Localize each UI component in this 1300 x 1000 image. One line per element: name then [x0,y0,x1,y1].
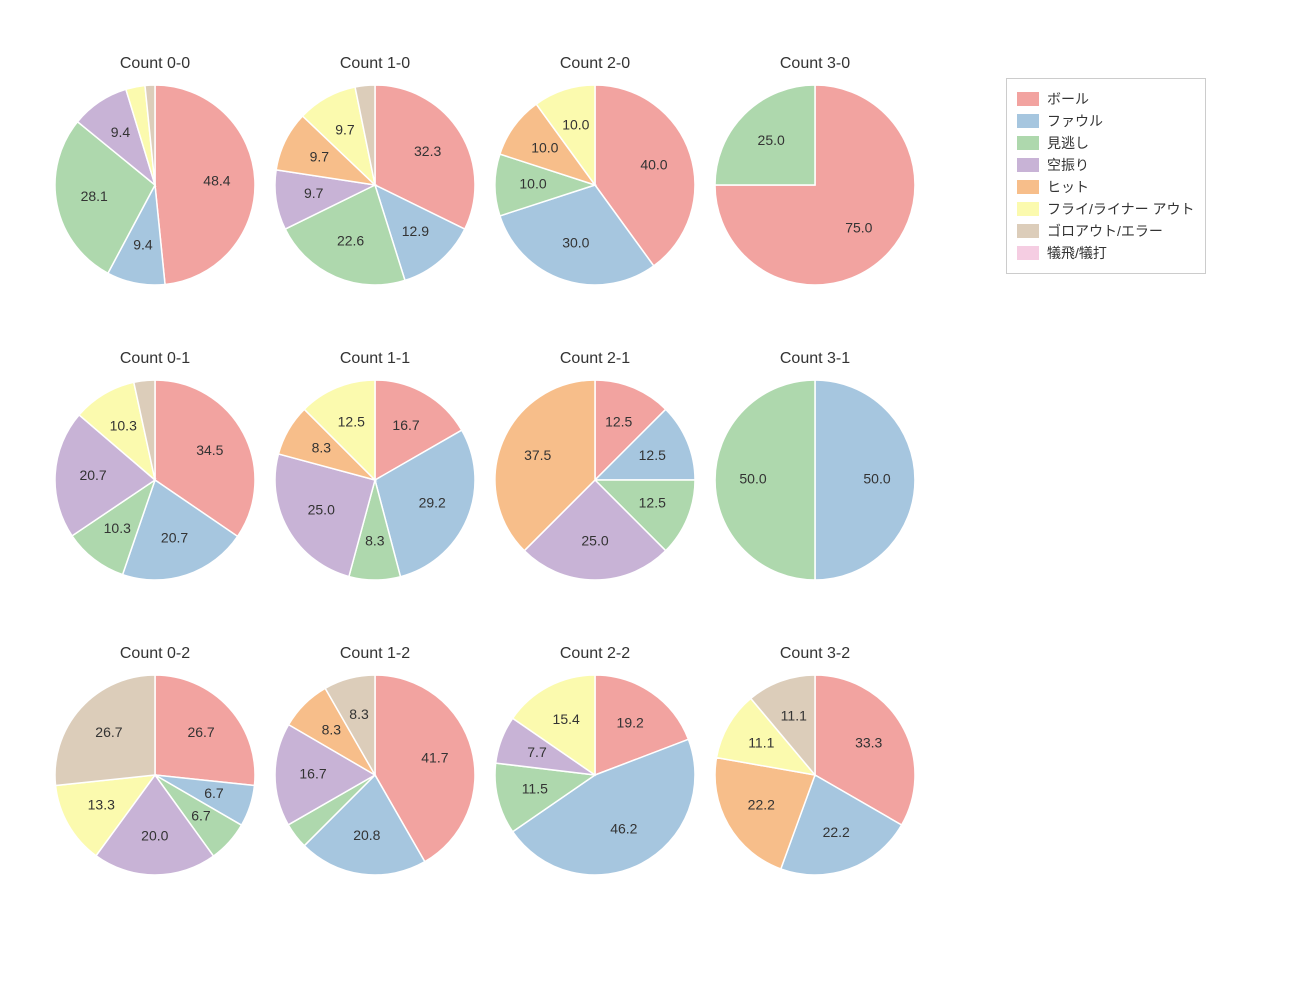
chart-title: Count 3-0 [780,55,850,73]
slice-label: 9.4 [111,124,131,140]
slice-label: 9.7 [304,185,324,201]
slice-label: 8.3 [365,533,385,549]
slice-label: 25.0 [308,502,335,518]
legend-label: ファウル [1047,111,1103,131]
chart-title: Count 3-1 [780,350,850,368]
legend-swatch [1017,158,1039,172]
legend-label: 犠飛/犠打 [1047,243,1107,263]
legend-swatch [1017,180,1039,194]
legend-swatch [1017,92,1039,106]
slice-label: 12.5 [639,447,666,463]
chart-title: Count 1-2 [340,645,410,663]
legend-item-looking: 見逃し [1017,133,1195,153]
chart-title: Count 1-1 [340,350,410,368]
slice-label: 12.5 [605,413,632,429]
slice-label: 41.7 [421,750,448,766]
slice-label: 75.0 [845,220,872,236]
legend-label: フライ/ライナー アウト [1047,199,1195,219]
slice-label: 10.3 [104,520,131,536]
slice-label: 8.3 [349,706,369,722]
chart-title: Count 3-2 [780,645,850,663]
slice-label: 22.2 [823,824,850,840]
slice-label: 11.1 [748,735,774,751]
slice-label: 33.3 [855,735,882,751]
slice-label: 28.1 [81,188,108,204]
legend-swatch [1017,202,1039,216]
legend-label: ボール [1047,89,1089,109]
slice-label: 12.5 [639,494,666,510]
chart-title: Count 0-0 [120,55,190,73]
legend-label: 空振り [1047,155,1089,175]
slice-label: 26.7 [95,724,122,740]
slice-label: 30.0 [562,235,589,251]
slice-label: 32.3 [414,143,441,159]
slice-label: 48.4 [203,173,230,189]
legend-item-flyLiner: フライ/ライナー アウト [1017,199,1195,219]
slice-label: 20.8 [353,827,380,843]
legend-swatch [1017,136,1039,150]
legend-item-ball: ボール [1017,89,1195,109]
chart-title: Count 2-0 [560,55,630,73]
pie-chart: 33.3 22.2 22.2 11.1 11.1 [675,635,955,915]
slice-label: 15.4 [553,711,580,727]
slice-label: 12.5 [338,413,365,429]
slice-label: 50.0 [863,471,890,487]
chart-title: Count 2-1 [560,350,630,368]
slice-label: 22.2 [748,797,775,813]
legend-label: 見逃し [1047,133,1089,153]
slice-label: 46.2 [610,821,637,837]
legend-item-sac: 犠飛/犠打 [1017,243,1195,263]
legend-swatch [1017,114,1039,128]
slice-label: 22.6 [337,233,364,249]
chart-title: Count 0-2 [120,645,190,663]
slice-label: 6.7 [204,785,224,801]
slice-label: 10.0 [531,139,558,155]
slice-label: 20.7 [161,530,188,546]
legend-swatch [1017,246,1039,260]
slice-label: 11.5 [522,781,548,797]
slice-label: 16.7 [299,766,326,782]
slice-label: 26.7 [187,724,214,740]
legend-item-foul: ファウル [1017,111,1195,131]
slice-label: 34.5 [196,442,223,458]
slice-label: 19.2 [617,715,644,731]
slice-label: 29.2 [419,495,446,511]
slice-label: 25.0 [581,533,608,549]
slice-label: 20.7 [79,467,106,483]
slice-label: 6.7 [191,807,211,823]
chart-title: Count 0-1 [120,350,190,368]
slice-label: 10.0 [519,176,546,192]
slice-label: 12.9 [402,223,429,239]
slice-label: 50.0 [739,471,766,487]
legend-swatch [1017,224,1039,238]
legend-item-swing: 空振り [1017,155,1195,175]
legend-item-groundErr: ゴロアウト/エラー [1017,221,1195,241]
legend-label: ヒット [1047,177,1089,197]
slice-label: 7.7 [527,744,547,760]
slice-label: 13.3 [88,797,115,813]
legend-label: ゴロアウト/エラー [1047,221,1163,241]
slice-label: 11.1 [781,707,807,723]
legend: ボールファウル見逃し空振りヒットフライ/ライナー アウトゴロアウト/エラー犠飛/… [1006,78,1206,274]
slice-label: 9.7 [335,121,355,137]
slice-label: 10.0 [562,117,589,133]
slice-label: 10.3 [110,417,137,433]
pie-chart: 75.0 25.0 [675,45,955,325]
slice-label: 37.5 [524,447,551,463]
chart-title: Count 1-0 [340,55,410,73]
pie-chart: 50.0 50.0 [675,340,955,620]
chart-title: Count 2-2 [560,645,630,663]
slice-label: 16.7 [392,417,419,433]
slice-label: 8.3 [322,722,342,738]
legend-item-hit: ヒット [1017,177,1195,197]
slice-label: 9.4 [133,237,153,253]
slice-label: 40.0 [640,157,667,173]
slice-label: 25.0 [758,132,785,148]
slice-label: 9.7 [310,148,330,164]
slice-label: 8.3 [312,440,332,456]
slice-label: 20.0 [141,828,168,844]
